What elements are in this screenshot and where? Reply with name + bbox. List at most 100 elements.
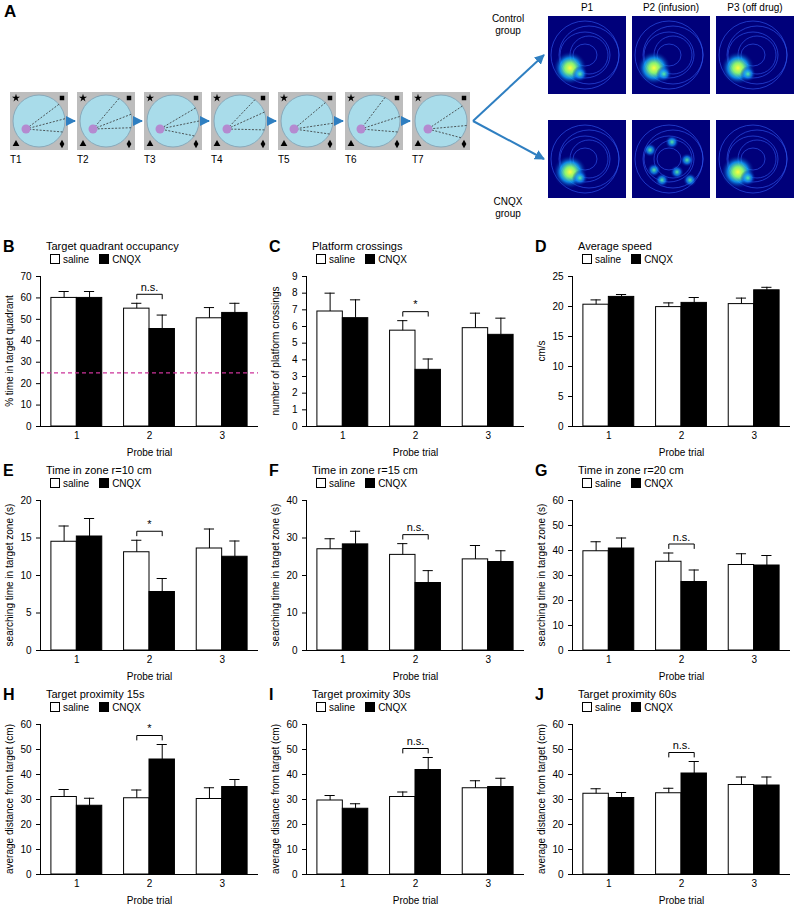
svg-text:T4: T4 (211, 154, 223, 165)
svg-text:A: A (4, 2, 16, 21)
svg-text:50: 50 (552, 520, 564, 531)
svg-text:3: 3 (292, 371, 298, 382)
svg-text:Probe trial: Probe trial (393, 895, 439, 906)
svg-text:10: 10 (286, 607, 298, 618)
svg-text:T7: T7 (412, 154, 424, 165)
svg-text:15: 15 (20, 532, 32, 543)
svg-text:30: 30 (286, 794, 298, 805)
svg-text:3: 3 (219, 430, 225, 441)
svg-text:30: 30 (552, 570, 564, 581)
svg-text:P1: P1 (581, 2, 594, 13)
svg-text:3: 3 (219, 654, 225, 665)
svg-text:2: 2 (413, 878, 419, 889)
svg-text:20: 20 (552, 819, 564, 830)
svg-text:0: 0 (558, 421, 564, 432)
svg-text:10: 10 (552, 361, 564, 372)
svg-text:10: 10 (552, 620, 564, 631)
svg-text:Probe trial: Probe trial (393, 671, 439, 682)
svg-text:10: 10 (552, 844, 564, 855)
svg-text:1: 1 (606, 430, 612, 441)
svg-text:60: 60 (552, 495, 564, 506)
svg-text:T6: T6 (345, 154, 357, 165)
svg-text:40: 40 (286, 495, 298, 506)
svg-text:1: 1 (340, 654, 346, 665)
svg-text:Probe trial: Probe trial (659, 447, 705, 458)
svg-text:n.s.: n.s. (407, 735, 425, 747)
svg-text:P2 (infusion): P2 (infusion) (643, 2, 699, 13)
svg-text:6: 6 (292, 321, 298, 332)
svg-text:50: 50 (286, 744, 298, 755)
svg-text:20: 20 (552, 595, 564, 606)
svg-text:0: 0 (292, 645, 298, 656)
svg-text:T3: T3 (144, 154, 156, 165)
svg-text:30: 30 (20, 794, 32, 805)
svg-text:1: 1 (340, 430, 346, 441)
svg-text:8: 8 (292, 287, 298, 298)
svg-text:10: 10 (20, 399, 32, 410)
svg-text:4: 4 (292, 354, 298, 365)
svg-text:0: 0 (26, 421, 32, 432)
svg-text:30: 30 (20, 356, 32, 367)
svg-text:n.s.: n.s. (141, 281, 159, 293)
svg-text:Probe trial: Probe trial (127, 671, 173, 682)
svg-text:0: 0 (558, 869, 564, 880)
svg-text:0: 0 (292, 421, 298, 432)
svg-text:1: 1 (292, 404, 298, 415)
svg-text:3: 3 (219, 878, 225, 889)
svg-text:10: 10 (20, 844, 32, 855)
svg-text:3: 3 (751, 430, 757, 441)
svg-text:60: 60 (20, 292, 32, 303)
svg-text:2: 2 (292, 387, 298, 398)
svg-text:60: 60 (552, 719, 564, 730)
svg-text:10: 10 (286, 844, 298, 855)
svg-text:30: 30 (552, 794, 564, 805)
svg-text:2: 2 (147, 878, 153, 889)
svg-text:0: 0 (292, 869, 298, 880)
svg-text:5: 5 (26, 607, 32, 618)
svg-text:2: 2 (679, 654, 685, 665)
svg-text:20: 20 (286, 570, 298, 581)
svg-text:Probe trial: Probe trial (659, 895, 705, 906)
svg-text:40: 40 (20, 335, 32, 346)
svg-text:7: 7 (292, 304, 298, 315)
svg-text:2: 2 (679, 878, 685, 889)
svg-text:60: 60 (20, 719, 32, 730)
svg-text:1: 1 (74, 878, 80, 889)
svg-text:20: 20 (286, 819, 298, 830)
svg-text:Probe trial: Probe trial (659, 671, 705, 682)
svg-text:T2: T2 (77, 154, 89, 165)
svg-text:5: 5 (292, 337, 298, 348)
svg-text:n.s.: n.s. (673, 739, 691, 751)
svg-text:T5: T5 (278, 154, 290, 165)
svg-text:n.s.: n.s. (407, 521, 425, 533)
svg-text:2: 2 (413, 430, 419, 441)
svg-text:1: 1 (74, 654, 80, 665)
svg-text:0: 0 (26, 645, 32, 656)
svg-text:15: 15 (552, 331, 564, 342)
svg-text:T1: T1 (10, 154, 22, 165)
svg-text:3: 3 (751, 878, 757, 889)
svg-text:50: 50 (20, 314, 32, 325)
svg-text:20: 20 (20, 819, 32, 830)
svg-text:1: 1 (74, 430, 80, 441)
svg-text:2: 2 (147, 430, 153, 441)
svg-text:1: 1 (606, 878, 612, 889)
svg-text:3: 3 (485, 430, 491, 441)
svg-text:50: 50 (552, 744, 564, 755)
svg-text:2: 2 (147, 654, 153, 665)
svg-text:*: * (413, 298, 418, 310)
svg-text:0: 0 (558, 645, 564, 656)
svg-text:CNQXgroup: CNQXgroup (494, 196, 523, 219)
svg-text:20: 20 (552, 301, 564, 312)
svg-text:Probe trial: Probe trial (393, 447, 439, 458)
svg-text:50: 50 (20, 744, 32, 755)
svg-text:20: 20 (20, 495, 32, 506)
svg-text:40: 40 (552, 545, 564, 556)
svg-text:n.s.: n.s. (673, 531, 691, 543)
svg-text:40: 40 (286, 769, 298, 780)
svg-text:9: 9 (292, 271, 298, 282)
svg-text:5: 5 (558, 391, 564, 402)
svg-text:25: 25 (552, 271, 564, 282)
svg-text:20: 20 (20, 378, 32, 389)
svg-text:70: 70 (20, 271, 32, 282)
